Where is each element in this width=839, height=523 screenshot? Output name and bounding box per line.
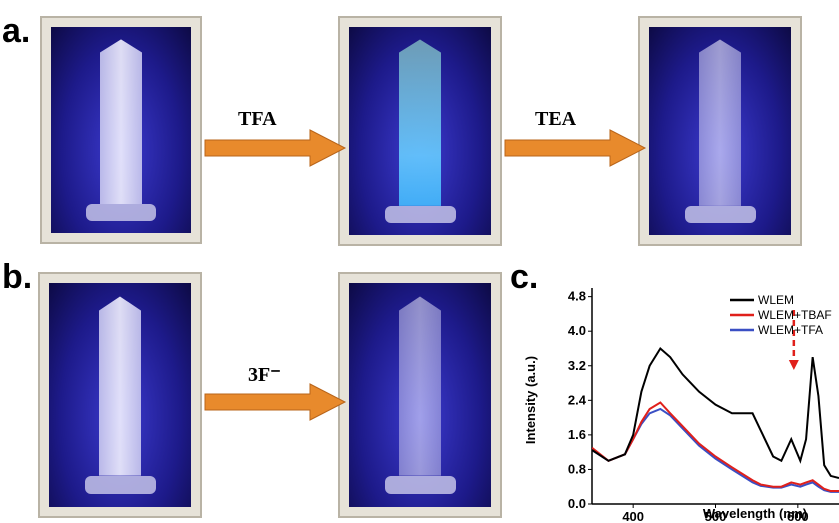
y-tick-label: 0.0: [568, 496, 586, 511]
x-tick-label: 600: [787, 509, 809, 523]
y-tick-label: 4.8: [568, 289, 586, 304]
x-tick-label: 400: [622, 509, 644, 523]
arrow-label: TEA: [535, 108, 576, 131]
y-tick-label: 3.2: [568, 358, 586, 373]
legend-label: WLEM+TBAF: [758, 308, 832, 322]
y-tick-label: 4.0: [568, 323, 586, 338]
series-line: [592, 409, 839, 492]
y-tick-label: 2.4: [568, 392, 587, 407]
annotation-arrowhead: [789, 360, 799, 370]
figure: a. b. c. TFA TEA 3F⁻ Intensity (a.u.) Wa…: [0, 0, 839, 523]
y-tick-label: 1.6: [568, 427, 586, 442]
legend-label: WLEM+TFA: [758, 323, 823, 337]
arrow-label: 3F⁻: [248, 362, 281, 387]
arrow-label: TFA: [238, 108, 277, 131]
x-tick-label: 500: [705, 509, 727, 523]
y-tick-label: 0.8: [568, 461, 586, 476]
y-axis-label: Intensity (a.u.): [523, 356, 538, 444]
legend-label: WLEM: [758, 293, 794, 307]
plot-area: [592, 348, 839, 491]
chart: Intensity (a.u.) Wavelength (nm) 0.00.81…: [505, 280, 839, 523]
